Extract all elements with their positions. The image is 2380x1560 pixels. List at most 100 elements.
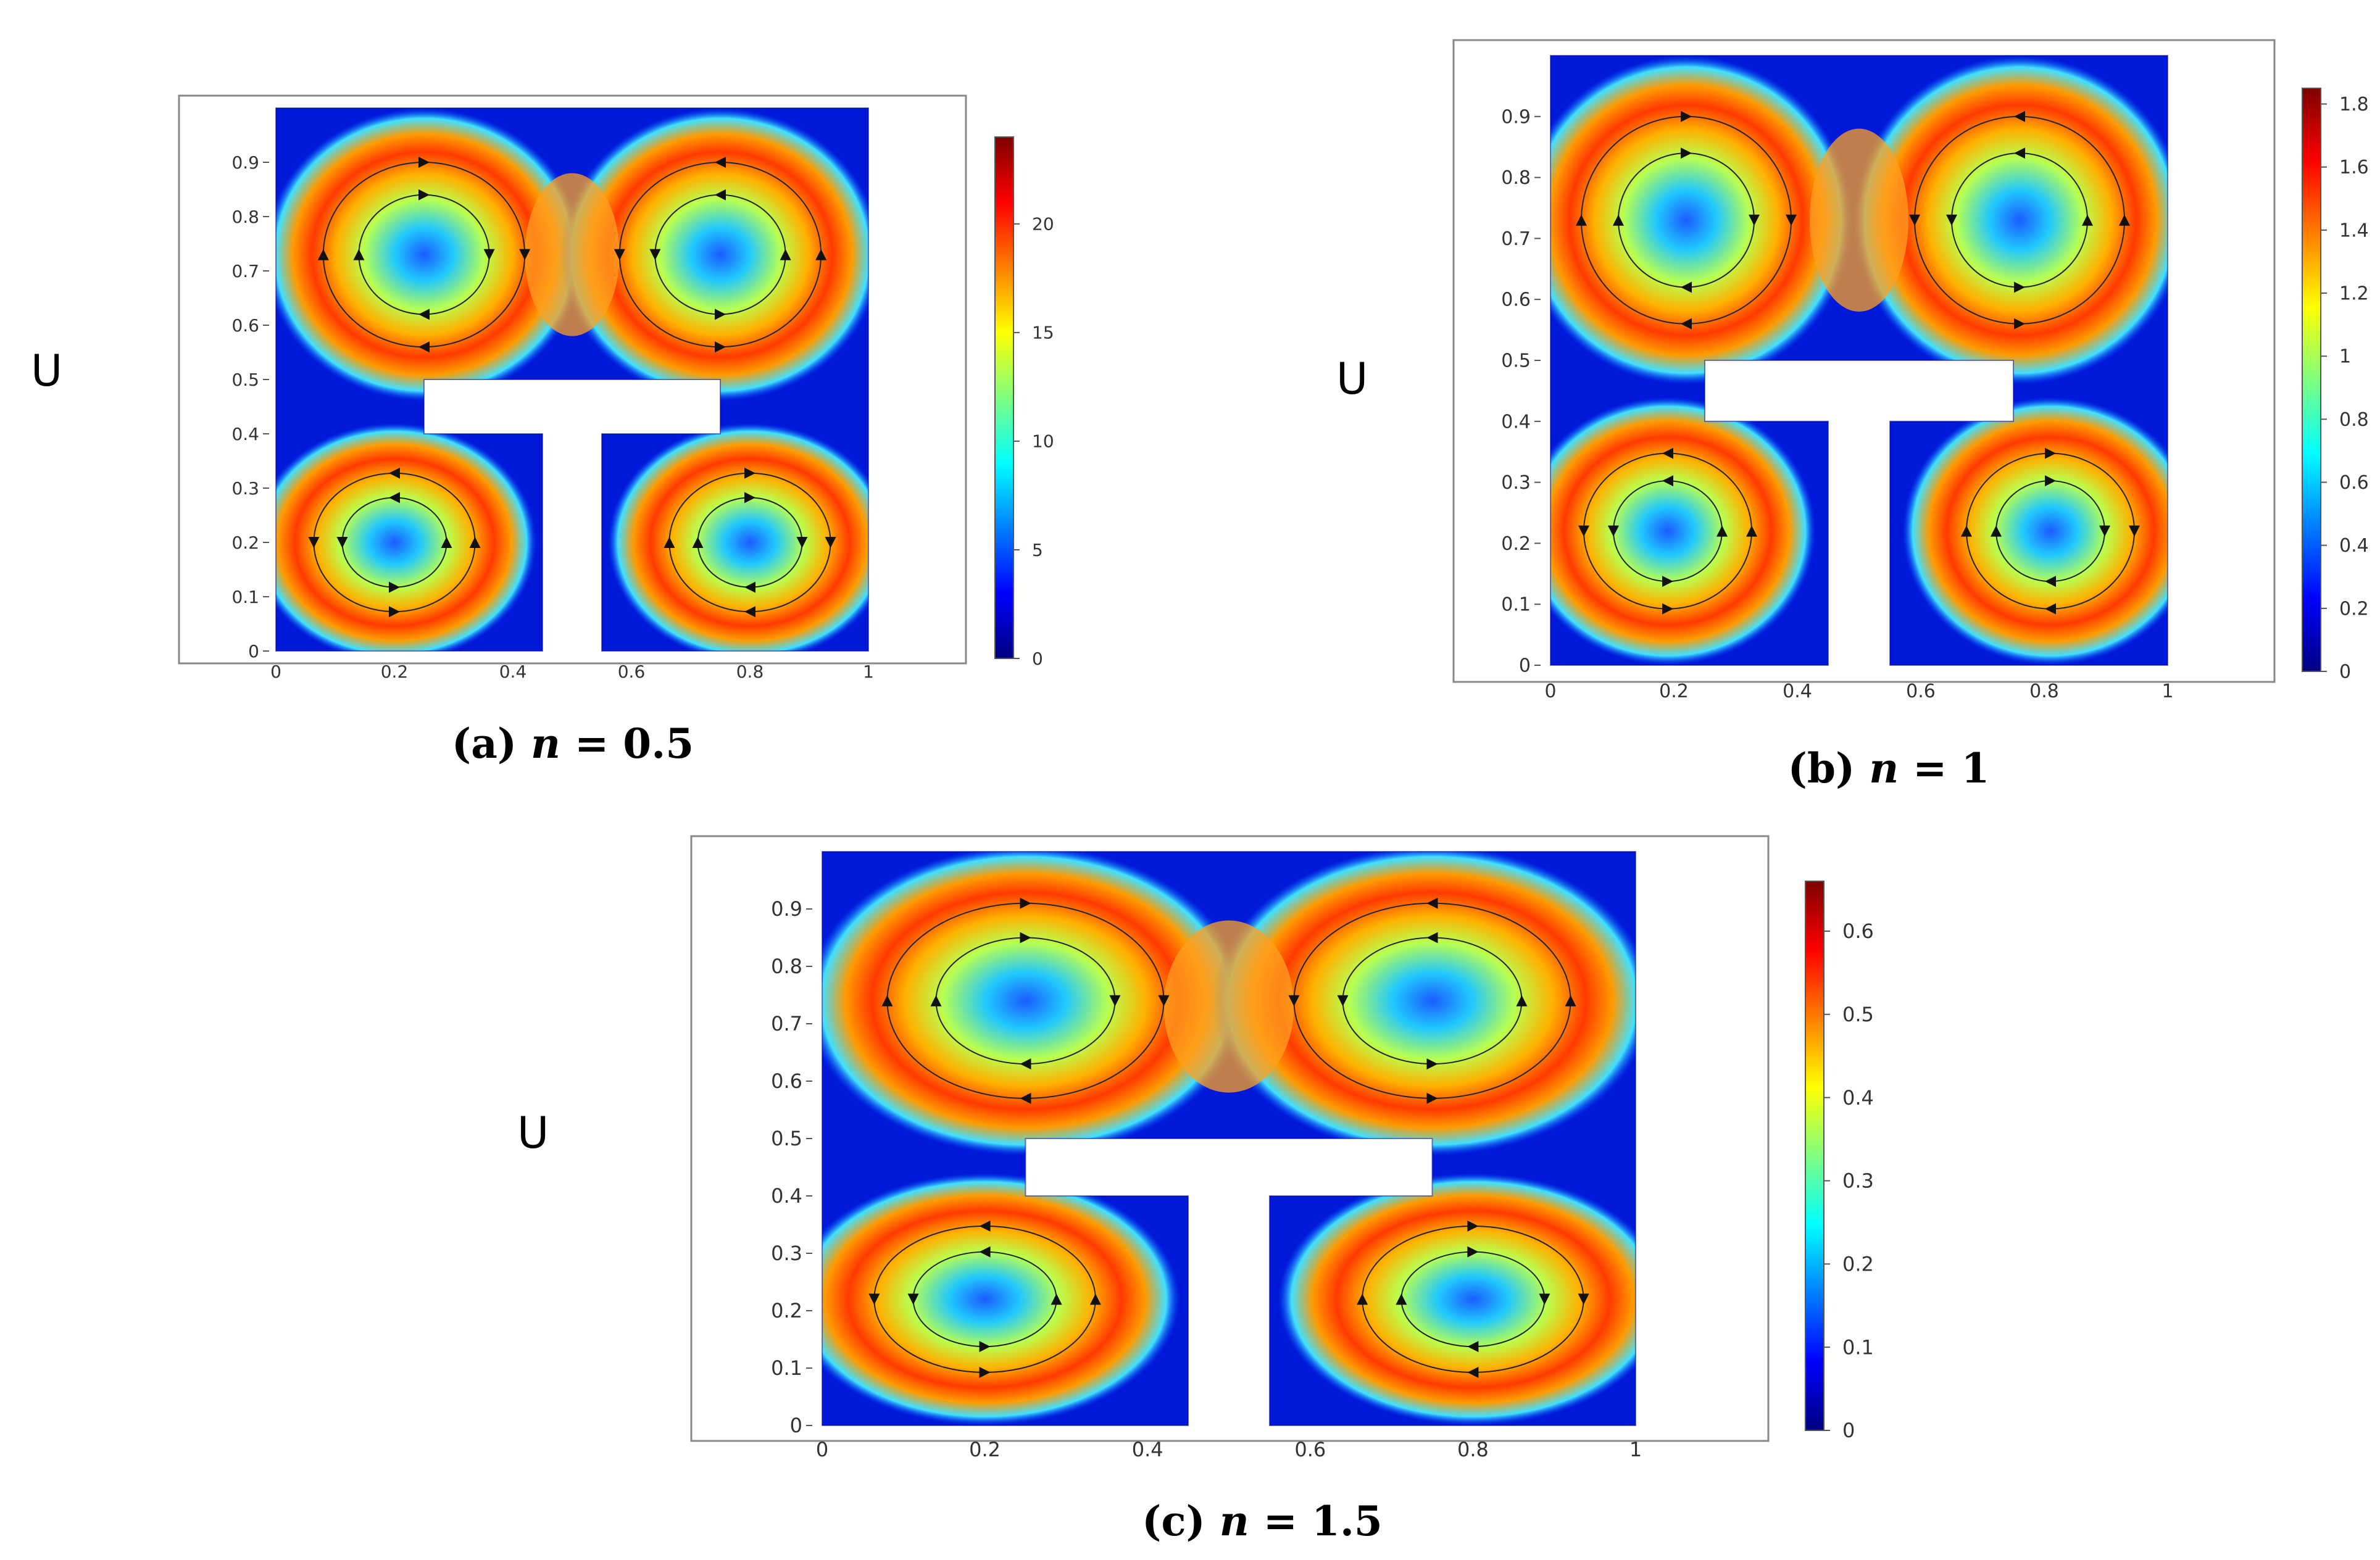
panel-b-vortex-2 [1853, 56, 2168, 385]
panel-a-arrow-1-2-1 [519, 249, 531, 260]
panel-b-arrow-1-2-4 [1681, 110, 1692, 122]
panel-a-y-axis: 0 0.1 0.2 0.3 0.4 0.5 0.6 0.7 0.8 0.9 [231, 152, 269, 662]
panel-b-arrow-4-2-1 [2129, 525, 2140, 537]
panel-c-arrow-2-1-3 [1337, 995, 1349, 1006]
panel-c-x-tick-label: 1 [1629, 1438, 1642, 1461]
panel-b-arrow-3-1-1 [1716, 525, 1728, 537]
panel-c-heatmap [822, 851, 1636, 1426]
panel-a-arrow-4-2-1 [825, 537, 836, 548]
panel-c-vortex-3 [822, 1172, 1180, 1425]
panel-b-heatmap [1550, 55, 2168, 666]
panel-c-frame [690, 835, 1770, 1442]
panel-a-colorbar-tick-label: 0 [1032, 649, 1043, 669]
panel-c-x-tick-label: 0.2 [969, 1438, 1001, 1461]
panel-c-y-tick-label: 0.7 [771, 1012, 802, 1035]
panel-b-y-axis: 0 0.1 0.2 0.3 0.4 0.5 0.6 0.7 0.8 0.9 [1501, 106, 1541, 677]
panel-c-colorbar-tick-label: 0 [1842, 1419, 1855, 1442]
panel-a-arrow-2-2-4 [715, 157, 726, 168]
panel-a-y-tick-label: 0.8 [231, 207, 259, 227]
panel-a-y-tick-label: 0 [248, 641, 259, 662]
panel-a-colorbar-tick-label: 20 [1032, 214, 1054, 234]
panel-a-arrow-4-1-1 [796, 537, 808, 548]
panel-a-heatmap [275, 107, 869, 652]
panel-c-x-tick-label: 0.4 [1132, 1438, 1163, 1461]
panel-c-domain-outline [822, 851, 1636, 1426]
panel-b-arrow-2-1-3 [1946, 214, 1957, 226]
panel-b-colorbar [2302, 88, 2321, 672]
panel-c-arrow-3-1-3 [907, 1293, 919, 1305]
panel-b-x-tick-label: 0.6 [1906, 681, 1936, 702]
panel-b-colorbar-tick-label: 1.2 [2339, 283, 2369, 305]
panel-b-y-tick-label: 0.8 [1501, 167, 1531, 189]
panel-a-arrow-2-2-1 [815, 249, 827, 260]
panel-c-arrow-4-2-4 [1467, 1220, 1479, 1232]
panel-c-y-tick-label: 0.3 [771, 1242, 802, 1265]
panel-c-x-tick-label: 0.8 [1457, 1438, 1489, 1461]
panel-a-colorbar-ticks: 0 5 10 15 20 [1013, 214, 1054, 669]
panel-b-arrow-1-2-2 [1681, 318, 1692, 330]
panel-c-colorbar-tick-label: 0.2 [1842, 1253, 1874, 1276]
panel-b-x-axis: 0 0.2 0.4 0.6 0.8 1 [1544, 681, 2173, 702]
panel-b-arrow-3-1-3 [1608, 525, 1619, 537]
panel-b-arrow-3-2-2 [1662, 603, 1673, 615]
panel-b-y-tick-label: 0.9 [1501, 106, 1531, 128]
panel-a-y-tick-label: 0.6 [231, 315, 259, 336]
panel-a-arrow-2-1-2 [715, 309, 726, 320]
panel-c-arrow-3-2-3 [868, 1293, 880, 1305]
panel-c-arrow-2-2-4 [1426, 897, 1438, 909]
panel-a-arrow-3-1-1 [441, 537, 452, 548]
panel-c-x-tick-label: 0.6 [1294, 1438, 1326, 1461]
panel-c-arrow-1-1-3 [930, 995, 942, 1006]
panel-c-arrow-2-1-1 [1516, 995, 1528, 1006]
panel-b-y-tick-label: 0.6 [1501, 289, 1531, 311]
panel-a-side-label: U [31, 346, 62, 396]
panel-c-arrow-4-2-2 [1467, 1366, 1479, 1378]
panel-b-vortex-3 [1550, 397, 1816, 665]
panel-a-streamlines [308, 157, 836, 618]
panel-b-colorbar-tick-label: 1 [2339, 346, 2351, 368]
panel-b-arrow-1-2-3 [1576, 214, 1587, 226]
panel-c-arrow-4-1-1 [1539, 1293, 1550, 1305]
panel-a-frame [178, 94, 967, 665]
panel-b-colorbar-tick-label: 0.8 [2339, 409, 2369, 431]
panel-b-frame [1452, 39, 2276, 683]
panel-b-arrow-4-2-3 [1961, 525, 1972, 537]
panel-b-arrow-4-1-4 [2045, 475, 2056, 487]
panel-c-vortex-4 [1278, 1172, 1636, 1425]
panel-b-arrow-4-2-4 [2045, 447, 2056, 459]
panel-b-arrow-2-2-3 [1909, 214, 1920, 226]
panel-c-arrow-2-2-2 [1426, 1092, 1438, 1104]
panel-c-y-tick-label: 0.1 [771, 1356, 802, 1380]
panel-b-y-tick-label: 0.2 [1501, 533, 1531, 555]
panel-a-center-jet [525, 173, 620, 336]
panel-a-vortex-1 [276, 108, 585, 402]
panel-b-arrow-3-1-4 [1662, 475, 1673, 487]
panel-a-y-tick-label: 0.4 [231, 424, 259, 444]
panel-b-x-tick-label: 0.4 [1783, 681, 1812, 702]
panel-a-arrow-4-2-3 [664, 537, 675, 548]
panel-c-arrow-1-2-4 [1020, 897, 1031, 909]
panel-a-y-tick-label: 0.1 [231, 587, 259, 607]
panel-b-y-tick-label: 0.7 [1501, 228, 1531, 250]
panel-b-colorbar-tick-label: 1.4 [2339, 220, 2369, 241]
panel-a-arrow-2-1-3 [649, 249, 661, 260]
panel-b-arrow-3-2-4 [1662, 447, 1673, 459]
panel-c-arrow-3-2-4 [979, 1220, 991, 1232]
panel-c-arrow-4-1-3 [1396, 1293, 1407, 1305]
panel-b-arrow-1-2-1 [1786, 214, 1797, 226]
panel-c-streamlines [868, 897, 1589, 1378]
panel-a-arrow-1-2-3 [317, 249, 329, 260]
panel-a-arrow-1-1-3 [353, 249, 365, 260]
panel-c-colorbar [1805, 881, 1825, 1431]
panel-a-arrow-1-1-4 [418, 189, 430, 201]
panel-b-arrow-2-1-1 [2082, 214, 2093, 226]
panel-b-arrow-1-1-1 [1749, 214, 1760, 226]
panel-c-arrow-3-1-4 [979, 1246, 991, 1258]
panel-c-y-axis: 0 0.1 0.2 0.3 0.4 0.5 0.6 0.7 0.8 0.9 [771, 897, 812, 1437]
panel-a-arrow-3-2-4 [389, 467, 400, 479]
panel-b-colorbar-tick-label: 1.6 [2339, 157, 2369, 178]
panel-c-x-axis: 0 0.2 0.4 0.6 0.8 1 [816, 1438, 1642, 1461]
panel-b-streamlines [1576, 110, 2140, 615]
panel-c-side-label: U [517, 1108, 549, 1158]
